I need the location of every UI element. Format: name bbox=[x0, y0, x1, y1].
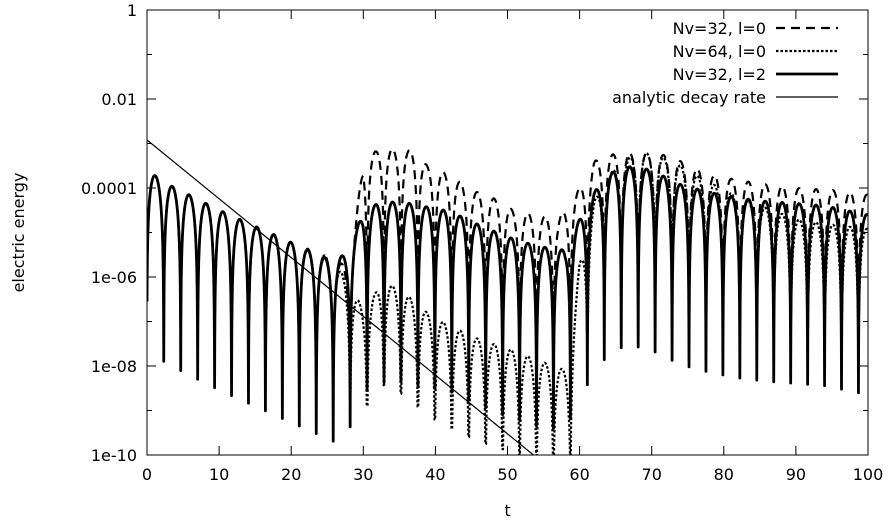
y-tick-label: 0.01 bbox=[101, 90, 137, 109]
y-tick-label: 1 bbox=[127, 1, 137, 20]
x-tick-label: 30 bbox=[353, 465, 373, 484]
x-tick-label: 80 bbox=[714, 465, 734, 484]
x-tick-label: 70 bbox=[642, 465, 662, 484]
legend-label: Nv=32, l=2 bbox=[673, 65, 766, 84]
series-line-2 bbox=[147, 152, 868, 455]
series-line-3 bbox=[147, 165, 868, 443]
x-tick-label: 20 bbox=[281, 465, 301, 484]
x-tick-label: 10 bbox=[209, 465, 229, 484]
x-tick-label: 100 bbox=[853, 465, 884, 484]
x-tick-label: 90 bbox=[786, 465, 806, 484]
y-tick-label: 1e-10 bbox=[91, 446, 137, 465]
x-tick-label: 50 bbox=[497, 465, 517, 484]
y-tick-label: 0.0001 bbox=[81, 179, 137, 198]
legend: Nv=32, l=0 Nv=64, l=0 Nv=32, l=2 analytic d… bbox=[612, 19, 838, 107]
series-line-4 bbox=[147, 139, 534, 455]
legend-label: Nv=64, l=0 bbox=[673, 42, 766, 61]
x-tick-label: 0 bbox=[142, 465, 152, 484]
plot-frame bbox=[146, 9, 869, 456]
legend-label: Nv=32, l=0 bbox=[673, 19, 766, 38]
y-tick-label: 1e-06 bbox=[91, 268, 137, 287]
series-line-1 bbox=[147, 148, 868, 386]
legend-label: analytic decay rate bbox=[612, 88, 766, 107]
x-tick-label: 60 bbox=[569, 465, 589, 484]
y-axis-label: electric energy bbox=[9, 173, 28, 293]
y-tick-label: 1e-08 bbox=[91, 357, 137, 376]
x-axis-label: t bbox=[504, 501, 510, 520]
x-tick-label: 40 bbox=[425, 465, 445, 484]
